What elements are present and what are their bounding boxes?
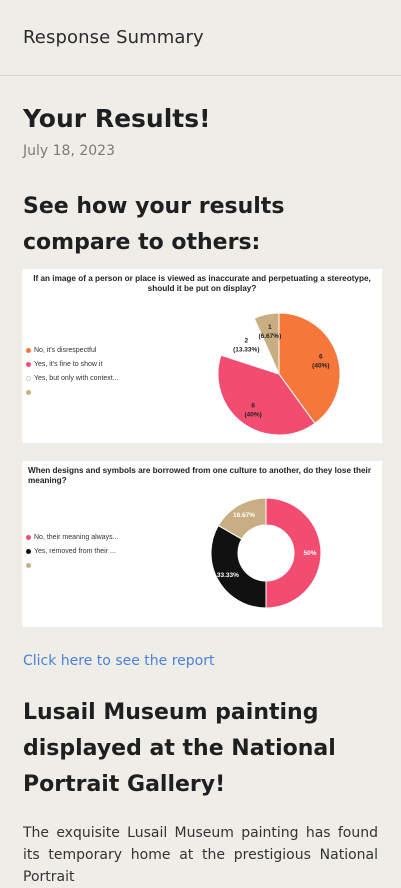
slice-percent-label: 33.33% [217,572,239,579]
slice-count-label: 1 [268,324,272,331]
legend-label: Yes, but only with context... [34,374,119,382]
legend-item: No, their meaning always... [26,530,118,544]
pie-slice [265,497,322,609]
pie-chart-1: 6 (40%) 6 (40%) 2 (13.33%) 1 (6.67%) [217,312,341,436]
slice-percent-label: (6.67%) [258,333,281,340]
legend-swatch [26,534,31,540]
pie-slice [278,312,341,425]
legend-item [26,558,118,572]
legend-swatch [26,562,31,568]
pie-slice [217,497,267,540]
pie-slice [217,354,316,436]
slice-percent-label: (40%) [244,412,261,419]
legend-label: No, their meaning always... [34,533,119,541]
main-content: Your Results! July 18, 2023 See how your… [0,104,401,888]
legend-item: No, it's disrespectful [26,343,119,357]
legend-label: Yes, it's fine to show it [34,360,103,368]
legend-swatch [26,375,31,381]
legend-swatch [26,389,31,395]
pie-slice [210,524,267,609]
legend-item: Yes, removed from their ... [26,544,118,558]
legend-item [26,385,119,399]
donut-chart-2: 50% 33.33% 16.67% [210,497,322,609]
chart-legend: No, it's disrespectful Yes, it's fine to… [26,343,119,399]
chart-legend: No, their meaning always... Yes, removed… [26,530,118,572]
slice-count-label: 6 [319,353,323,360]
article-text: The exquisite Lusail Museum painting has… [23,825,378,885]
chart-title: If an image of a person or place is view… [33,274,371,293]
slice-percent-label: (13.33%) [233,347,259,354]
legend-swatch [26,361,31,367]
slice-percent-label: (40%) [312,362,329,369]
chart-title: When designs and symbols are borrowed fr… [28,466,372,485]
chart-borrowed-symbols: When designs and symbols are borrowed fr… [22,461,382,627]
chart-stereotype-display: If an image of a person or place is view… [22,269,382,443]
slice-percent-label: 50% [303,550,316,557]
report-link[interactable]: Click here to see the report [23,653,215,669]
results-heading: Your Results! [23,104,211,133]
legend-label: No, it's disrespectful [34,346,97,354]
legend-label: Yes, removed from their ... [34,547,116,555]
slice-percent-label: 16.67% [233,512,255,519]
pie-slice [253,312,280,375]
slice-count-label: 6 [251,403,255,410]
legend-swatch [26,548,31,554]
compare-heading: See how your results compare to others: [23,194,285,255]
app-header: Response Summary [0,0,401,76]
legend-swatch [26,347,31,353]
response-date: July 18, 2023 [23,143,115,159]
legend-item: Yes, but only with context... [26,371,119,385]
slice-count-label: 2 [244,338,248,345]
page-title: Response Summary [23,27,204,48]
article-heading: Lusail Museum painting displayed at the … [23,700,336,797]
legend-item: Yes, it's fine to show it [26,357,119,371]
